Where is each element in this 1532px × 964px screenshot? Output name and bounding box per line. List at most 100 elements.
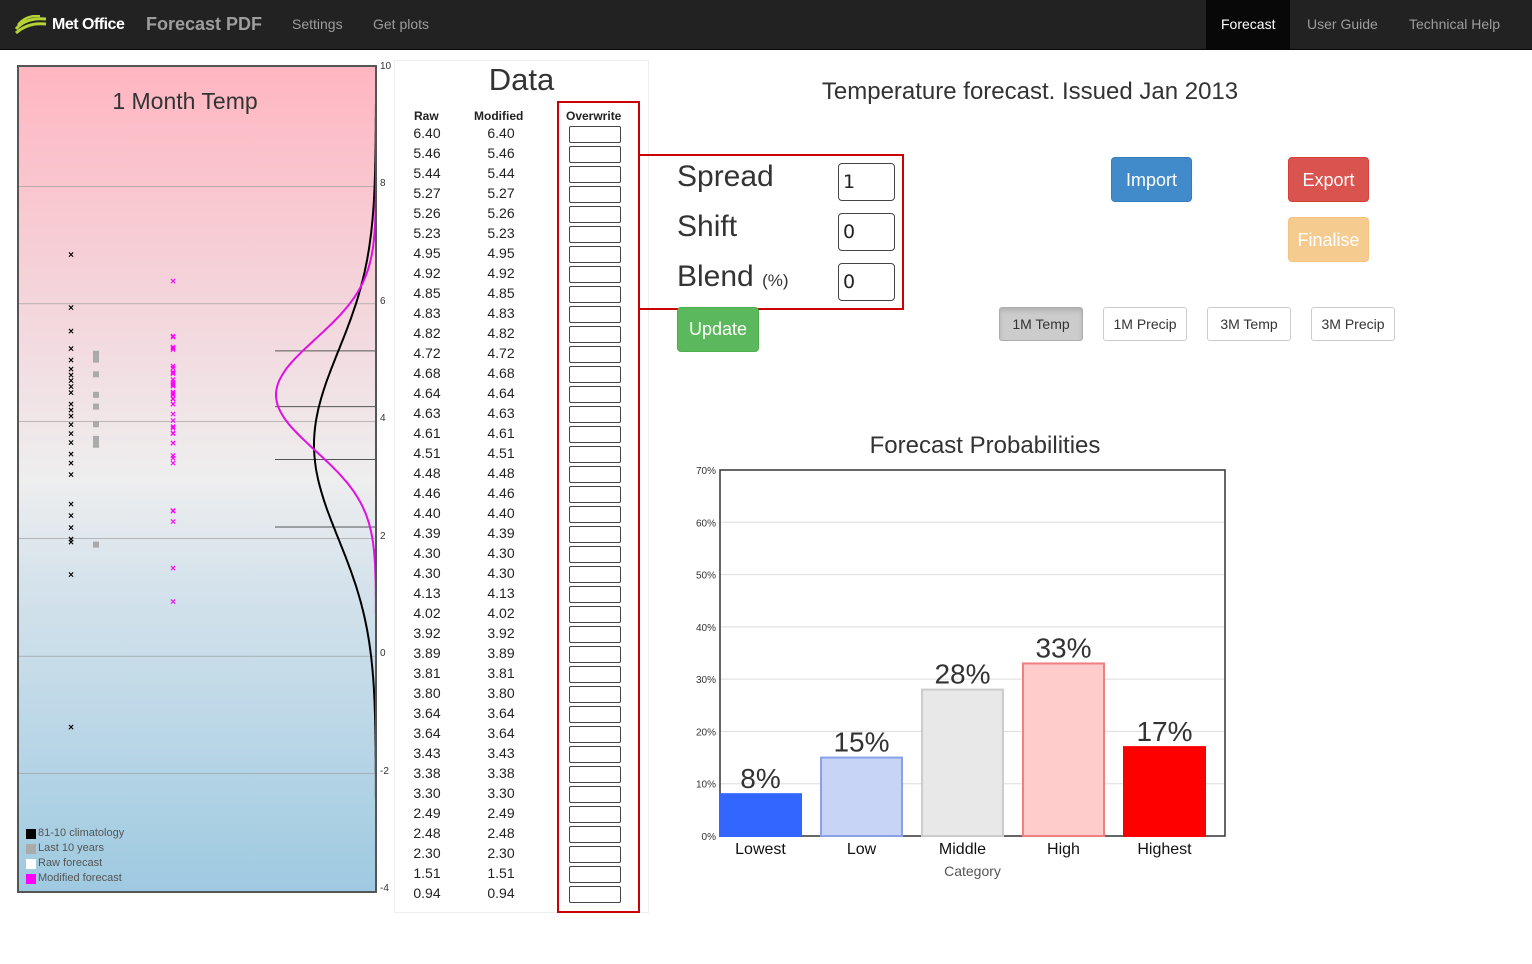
modified-value: 4.83 (487, 305, 515, 321)
modified-forecast-point: × (170, 381, 176, 392)
overwrite-input[interactable] (569, 206, 621, 223)
tab-1m-precip[interactable]: 1M Precip (1103, 307, 1187, 341)
modified-value: 3.92 (487, 625, 515, 641)
overwrite-input[interactable] (569, 646, 621, 663)
overwrite-input[interactable] (569, 526, 621, 543)
raw-value: 4.63 (413, 405, 441, 421)
nav-get-plots[interactable]: Get plots (373, 16, 430, 32)
overwrite-input[interactable] (569, 186, 621, 203)
overwrite-input[interactable] (569, 406, 621, 423)
spread-label: Spread (677, 160, 774, 193)
x-axis-label: Category (944, 863, 1001, 879)
chart-title: Forecast Probabilities (869, 432, 1101, 459)
climatology-point: × (68, 535, 74, 546)
modified-forecast-point: × (170, 389, 176, 400)
modified-forecast-point: × (170, 451, 176, 462)
overwrite-input[interactable] (569, 566, 621, 583)
overwrite-input[interactable] (569, 346, 621, 363)
overwrite-input[interactable] (569, 506, 621, 523)
nav-user-guide[interactable]: User Guide (1307, 16, 1378, 32)
overwrite-input[interactable] (569, 246, 621, 263)
climatology-point: × (68, 326, 74, 337)
overwrite-input[interactable] (569, 486, 621, 503)
overwrite-input[interactable] (569, 586, 621, 603)
overwrite-input[interactable] (569, 306, 621, 323)
overwrite-input[interactable] (569, 366, 621, 383)
y-tick-label: 50% (696, 571, 716, 582)
app-name[interactable]: Forecast PDF (146, 14, 263, 34)
overwrite-input[interactable] (569, 826, 621, 843)
overwrite-input[interactable] (569, 226, 621, 243)
raw-value: 4.82 (413, 325, 441, 341)
climatology-point: × (68, 370, 74, 381)
overwrite-column-highlight (557, 101, 640, 913)
overwrite-input[interactable] (569, 326, 621, 343)
last10-point (93, 541, 99, 548)
met-office-logo[interactable]: Met Office (14, 12, 125, 38)
modified-value: 4.13 (487, 585, 515, 601)
overwrite-input[interactable] (569, 126, 621, 143)
blend-input[interactable]: 0 (838, 263, 895, 301)
temperature-distribution-plot[interactable]: × × × × × × × × × × × × × × × × × × × × × × × × × × × × × × × × × × × × × × × ×… (17, 65, 377, 893)
update-button[interactable]: Update (677, 307, 759, 352)
modified-value: 4.92 (487, 265, 515, 281)
climatology-point: × (68, 458, 74, 469)
overwrite-input[interactable] (569, 706, 621, 723)
overwrite-input[interactable] (569, 726, 621, 743)
export-button[interactable]: Export (1288, 157, 1369, 202)
overwrite-input[interactable] (569, 446, 621, 463)
overwrite-input[interactable] (569, 266, 621, 283)
overwrite-input[interactable] (569, 146, 621, 163)
overwrite-input[interactable] (569, 426, 621, 443)
overwrite-input[interactable] (569, 666, 621, 683)
nav-technical-help[interactable]: Technical Help (1409, 16, 1501, 32)
overwrite-input[interactable] (569, 846, 621, 863)
tab-3m-temp[interactable]: 3M Temp (1207, 307, 1291, 341)
forecast-title: Temperature forecast. Issued Jan 2013 (821, 78, 1239, 105)
overwrite-input[interactable] (569, 166, 621, 183)
overwrite-input[interactable] (569, 866, 621, 883)
raw-value: 4.48 (413, 465, 441, 481)
tab-3m-precip[interactable]: 3M Precip (1311, 307, 1395, 341)
header-modified: Modified (474, 109, 524, 123)
modified-value: 4.72 (487, 345, 515, 361)
bar-lowest[interactable] (719, 793, 802, 837)
overwrite-input[interactable] (569, 766, 621, 783)
modified-forecast-point: × (170, 394, 176, 405)
modified-forecast-point: × (170, 424, 176, 435)
overwrite-input[interactable] (569, 886, 621, 903)
spread-input[interactable]: 1 (838, 163, 895, 201)
bar-low[interactable] (820, 756, 903, 838)
overwrite-input[interactable] (569, 746, 621, 763)
modified-value: 4.48 (487, 465, 515, 481)
finalise-button[interactable]: Finalise (1288, 217, 1369, 262)
header-overwrite: Overwrite (566, 109, 622, 123)
bar-high[interactable] (1022, 662, 1105, 837)
overwrite-input[interactable] (569, 466, 621, 483)
overwrite-input[interactable] (569, 286, 621, 303)
modified-value: 4.61 (487, 425, 515, 441)
logo-text: Met Office (52, 16, 125, 33)
modified-value: 3.30 (487, 785, 515, 801)
overwrite-input[interactable] (569, 806, 621, 823)
modified-forecast-point: × (170, 380, 176, 391)
climatology-point: × (68, 250, 74, 261)
bar-highest[interactable] (1123, 746, 1206, 837)
overwrite-input[interactable] (569, 386, 621, 403)
tab-1m-temp[interactable]: 1M Temp (999, 307, 1083, 341)
overwrite-input[interactable] (569, 786, 621, 803)
bar-middle[interactable] (921, 688, 1004, 837)
raw-value: 4.92 (413, 265, 441, 281)
met-office-swoosh-icon (14, 15, 47, 35)
overwrite-input[interactable] (569, 546, 621, 563)
import-button[interactable]: Import (1111, 157, 1192, 202)
nav-settings[interactable]: Settings (292, 16, 343, 32)
raw-value: 3.64 (413, 705, 441, 721)
shift-input[interactable]: 0 (838, 213, 895, 251)
modified-forecast-point: × (170, 387, 176, 398)
modified-forecast-point: × (170, 517, 176, 528)
nav-forecast[interactable]: Forecast (1206, 0, 1291, 50)
overwrite-input[interactable] (569, 606, 621, 623)
overwrite-input[interactable] (569, 686, 621, 703)
overwrite-input[interactable] (569, 626, 621, 643)
